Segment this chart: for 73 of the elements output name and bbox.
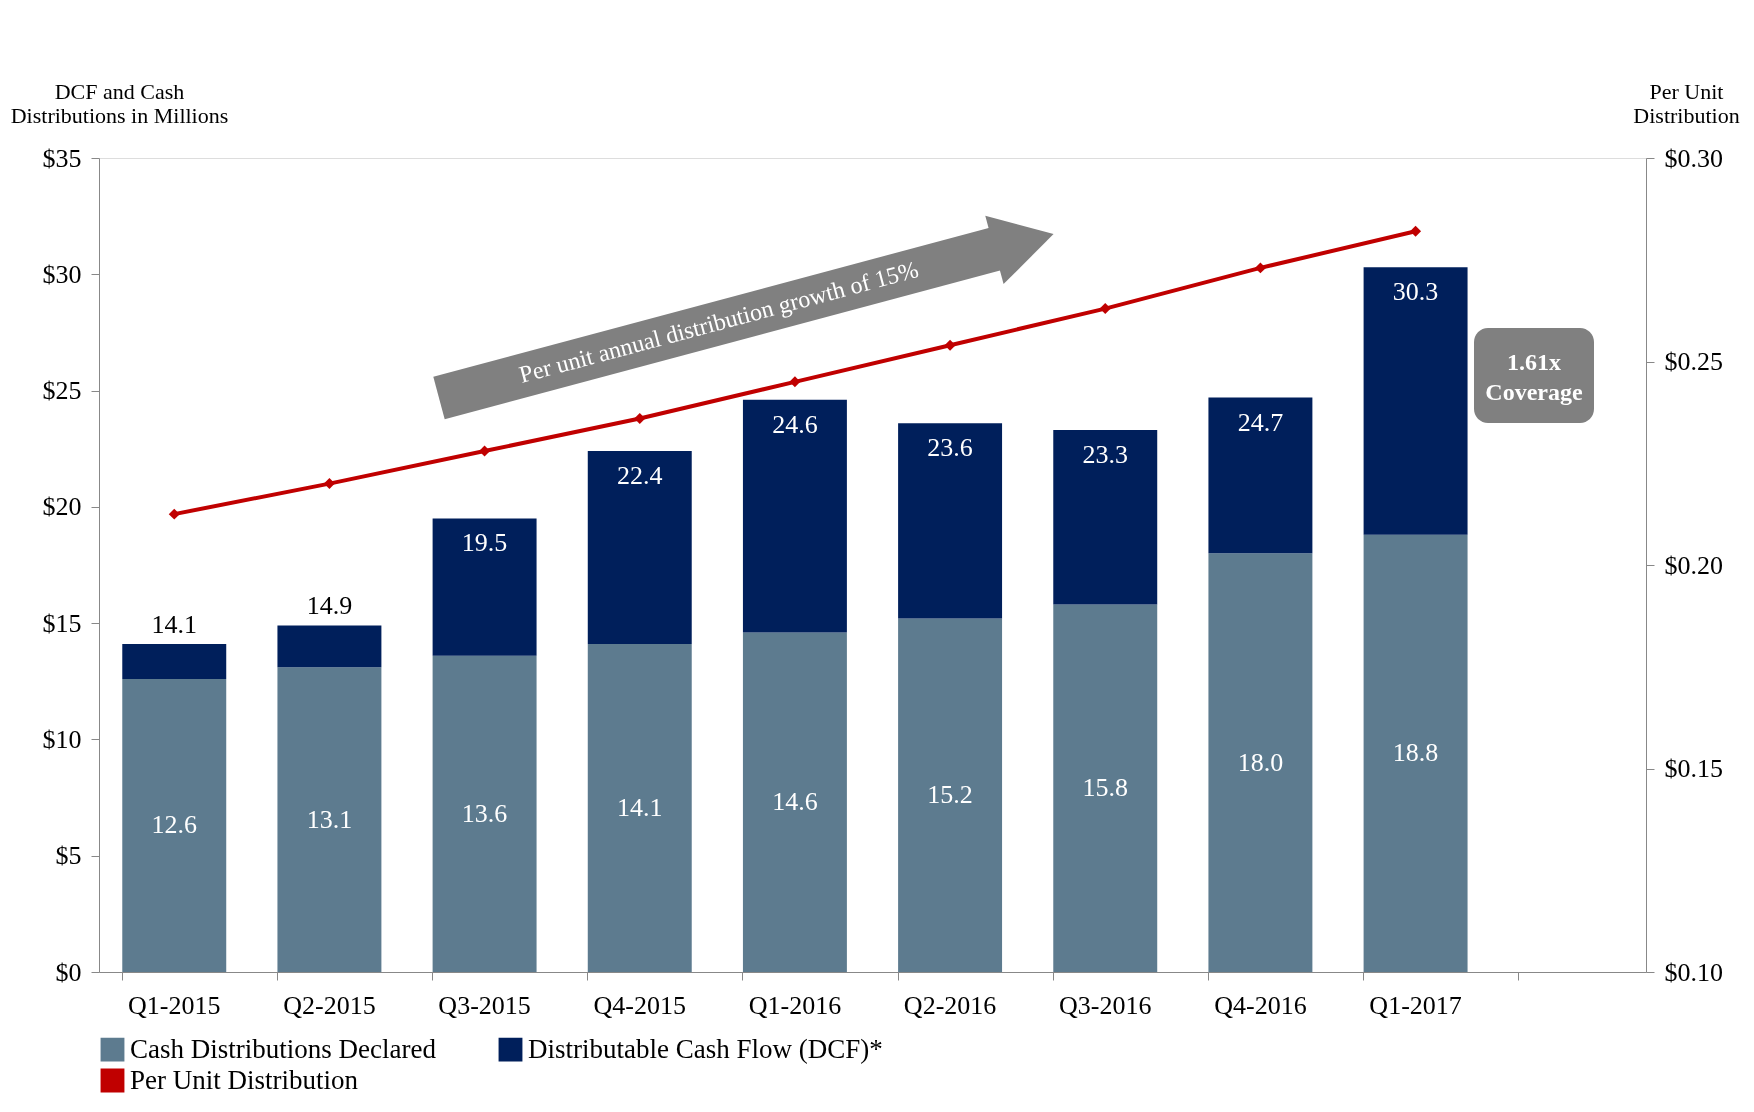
total-label: 19.5 — [461, 528, 508, 558]
x-tick-label: Q3-2015 — [438, 990, 531, 1020]
y2-tick-label: $0.30 — [1664, 143, 1723, 173]
bar — [432, 518, 537, 656]
y-tick-label: $10 — [42, 724, 82, 754]
legend-label: Per Unit Distribution — [130, 1064, 359, 1095]
y2-tick-label: $0.25 — [1664, 347, 1723, 376]
x-tick-label: Q4-2015 — [593, 990, 686, 1020]
bar — [1053, 430, 1158, 605]
legend-label: Distributable Cash Flow (DCF)* — [528, 1033, 883, 1064]
bar — [1208, 397, 1313, 554]
annotation: Per unit annual distribution growth of 15% — [516, 256, 922, 388]
total-label: 14.9 — [306, 591, 353, 621]
y-tick-label: $5 — [55, 841, 82, 871]
data-label: 12.6 — [151, 810, 198, 840]
bar — [122, 644, 227, 679]
x-tick-label: Q2-2016 — [903, 990, 997, 1020]
bar — [1208, 553, 1313, 972]
total-label: 24.7 — [1237, 407, 1284, 437]
y-axis-title: DCF and Cash Distributions in Millions — [10, 78, 229, 128]
y-tick-label: $35 — [42, 143, 82, 173]
point — [789, 376, 801, 388]
total-label: 23.3 — [1082, 440, 1128, 470]
bar — [587, 451, 692, 645]
bar — [122, 678, 227, 972]
total-label: 14.1 — [151, 610, 198, 640]
point — [634, 413, 646, 424]
data-label: 18.0 — [1237, 747, 1284, 777]
point — [1254, 262, 1266, 274]
bar — [1053, 604, 1158, 972]
y2-tick-label: $0.10 — [1664, 957, 1723, 987]
data-label: 15.2 — [927, 780, 973, 810]
x-tick-label: Q1-2016 — [748, 990, 842, 1020]
bar — [432, 655, 537, 972]
data-label: 14.6 — [772, 787, 818, 817]
y-tick-label: $15 — [42, 608, 82, 638]
data-label: 13.1 — [306, 804, 353, 834]
y2-tick-label: $0.15 — [1664, 754, 1723, 783]
total-label: 24.6 — [772, 409, 818, 439]
point — [944, 339, 956, 351]
y-tick-label: $0 — [55, 957, 82, 987]
x-tick-label: Q3-2016 — [1059, 990, 1152, 1020]
legend-label: Cash Distributions Declared — [130, 1033, 437, 1064]
x-tick-label: Q1-2017 — [1369, 990, 1462, 1020]
bar — [277, 625, 382, 668]
y-tick-label: $25 — [42, 376, 82, 406]
data-label: 18.8 — [1392, 738, 1439, 768]
bar — [898, 423, 1003, 619]
y2-axis-title: Per Unit Distribution — [1633, 78, 1740, 128]
y2-tick-label: $0.20 — [1664, 550, 1723, 580]
total-label: 23.6 — [927, 433, 973, 463]
point — [168, 508, 180, 520]
data-label: 14.1 — [617, 793, 663, 823]
point — [1099, 303, 1111, 315]
total-label: 30.3 — [1392, 277, 1439, 307]
bar — [277, 667, 382, 972]
point — [323, 478, 335, 490]
data-label: 13.6 — [461, 798, 508, 828]
total-label: 22.4 — [617, 461, 663, 491]
bar — [898, 618, 1003, 972]
x-tick-label: Q2-2015 — [283, 990, 376, 1020]
annotation: 1.61x Coverage — [1485, 349, 1583, 405]
bar — [742, 632, 847, 972]
bar — [742, 399, 847, 633]
bar — [587, 644, 692, 972]
bar — [1363, 534, 1468, 972]
y-tick-label: $30 — [42, 259, 82, 289]
point — [1410, 225, 1422, 237]
y-tick-label: $20 — [42, 492, 82, 522]
data-label: 15.8 — [1082, 773, 1128, 803]
x-tick-label: Q1-2015 — [128, 990, 221, 1020]
x-tick-label: Q4-2016 — [1214, 990, 1307, 1020]
bar — [1363, 267, 1468, 535]
